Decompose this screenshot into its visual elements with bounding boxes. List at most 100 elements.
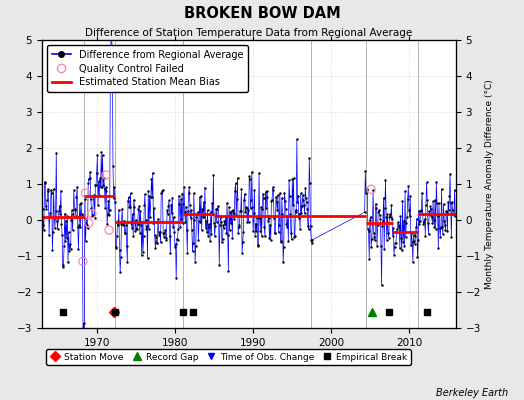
Point (367, 244, 375, 250)
Point (304, 226, 313, 232)
Point (259, 194, 268, 201)
Point (151, 245, 159, 252)
Point (91, 182, 100, 188)
Point (86, 169, 94, 175)
Point (433, 200, 441, 206)
Point (176, 224, 184, 230)
Point (232, 180, 240, 187)
Point (417, 207, 425, 214)
Point (281, 198, 289, 204)
Point (390, 252, 398, 258)
Point (114, 222, 123, 228)
Point (425, 208, 433, 214)
Point (105, 227, 113, 233)
Point (300, 210, 309, 216)
Point (129, 232, 137, 239)
Point (433, 213, 442, 219)
Point (195, 218, 203, 224)
Point (148, 194, 156, 200)
Point (155, 232, 163, 238)
Point (286, 211, 294, 218)
Point (102, 172, 110, 178)
Point (425, 212, 434, 218)
Point (75, 201, 84, 208)
Point (195, 194, 204, 200)
Point (369, 187, 377, 194)
Point (419, 220, 428, 227)
Point (81, 196, 89, 202)
Point (387, 214, 395, 220)
Point (54, 208, 63, 215)
Point (400, 217, 408, 224)
Point (224, 267, 233, 274)
Point (190, 190, 198, 196)
Point (261, 188, 270, 195)
Point (376, 216, 385, 222)
Point (141, 216, 150, 223)
Point (94, 178, 103, 185)
Point (193, 211, 201, 218)
Point (68, 227, 77, 233)
Point (41, 178, 49, 185)
Point (107, 36, 115, 42)
Point (149, 170, 157, 176)
Point (235, 222, 244, 228)
Point (206, 208, 215, 215)
Point (429, 198, 438, 204)
Point (46, 209, 54, 216)
Point (69, 211, 78, 217)
Point (58, 232, 67, 238)
Point (63, 213, 72, 219)
Point (231, 188, 239, 194)
Point (93, 170, 101, 176)
Point (441, 227, 450, 233)
Point (392, 229, 401, 235)
Point (398, 198, 407, 204)
Point (100, 186, 108, 192)
Point (132, 226, 140, 232)
Point (81, 238, 90, 244)
Point (389, 225, 398, 231)
Point (257, 233, 266, 239)
Point (402, 220, 410, 226)
Point (145, 193, 154, 199)
Point (216, 213, 225, 220)
Point (40, 179, 49, 186)
Point (102, 184, 110, 191)
Point (145, 226, 153, 232)
Point (135, 203, 143, 210)
Point (155, 228, 163, 235)
Point (213, 205, 222, 212)
Point (181, 218, 190, 225)
Point (373, 243, 381, 249)
Point (413, 254, 422, 260)
Point (60, 242, 68, 249)
Point (158, 187, 167, 193)
Point (302, 199, 311, 206)
Point (363, 186, 371, 192)
Point (156, 239, 165, 246)
Point (369, 230, 378, 237)
Point (179, 220, 187, 226)
Point (150, 205, 158, 211)
Point (147, 194, 155, 200)
Point (138, 219, 147, 225)
Point (276, 190, 284, 196)
Point (64, 229, 73, 236)
Point (415, 221, 423, 227)
Point (440, 218, 449, 224)
Point (81, 190, 90, 196)
Point (132, 217, 140, 224)
Point (372, 201, 380, 207)
Point (168, 210, 176, 216)
Point (118, 221, 127, 227)
Point (89, 193, 97, 199)
Point (90, 192, 99, 198)
Point (174, 192, 183, 199)
Point (78, 210, 86, 217)
Point (130, 203, 139, 210)
Point (361, 209, 369, 215)
Point (250, 187, 259, 193)
Point (164, 203, 172, 209)
Point (113, 233, 121, 239)
